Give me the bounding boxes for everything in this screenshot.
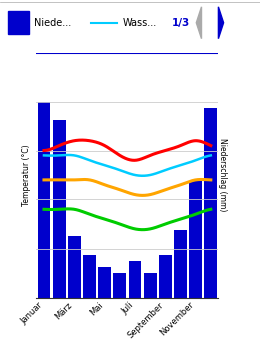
Bar bbox=[128, 261, 141, 298]
Bar bbox=[37, 102, 50, 298]
Bar bbox=[174, 230, 187, 298]
Y-axis label: Niederschlag (mm): Niederschlag (mm) bbox=[218, 138, 227, 212]
Polygon shape bbox=[196, 7, 202, 39]
Bar bbox=[144, 273, 157, 298]
Bar bbox=[83, 255, 96, 298]
Bar bbox=[53, 120, 66, 298]
Bar bbox=[98, 267, 111, 298]
Text: Wass...: Wass... bbox=[122, 18, 157, 28]
Bar bbox=[204, 108, 217, 298]
Text: Niede...: Niede... bbox=[34, 18, 71, 28]
Y-axis label: Temperatur (°C): Temperatur (°C) bbox=[22, 144, 31, 206]
Bar bbox=[159, 255, 172, 298]
Bar bbox=[113, 273, 126, 298]
Polygon shape bbox=[218, 7, 224, 39]
Bar bbox=[68, 236, 81, 298]
Bar bbox=[8, 11, 29, 34]
Text: 1/3: 1/3 bbox=[172, 18, 190, 28]
Bar bbox=[189, 181, 202, 298]
